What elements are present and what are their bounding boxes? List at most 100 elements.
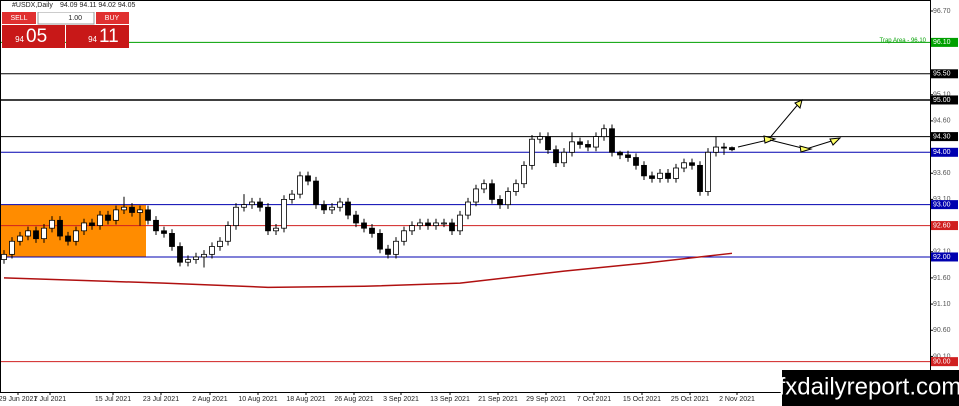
sell-button[interactable] (2, 12, 36, 24)
level-label: 93.00 (933, 201, 951, 208)
candle-body (457, 214, 463, 232)
y-tick-label: 93.10 (933, 196, 951, 203)
candle-body (729, 147, 735, 151)
arrow-head (829, 137, 842, 146)
x-tick-label: 15 Oct 2021 (623, 396, 661, 403)
level-box (931, 221, 958, 231)
x-tick-label: 3 Sep 2021 (383, 396, 419, 403)
candle-body (545, 136, 551, 151)
y-tick-label: 93.60 (933, 170, 951, 177)
level-box (931, 357, 958, 367)
candle-body (441, 222, 447, 225)
candle-body (305, 175, 311, 182)
level-box (931, 147, 958, 157)
candle-body (17, 235, 23, 242)
candle-body (577, 141, 583, 145)
x-tick-label: 29 Jun 2021 (0, 396, 37, 403)
candle-body (321, 204, 327, 211)
candle-body (377, 233, 383, 250)
candle-body (49, 219, 55, 229)
candle-body (265, 206, 271, 232)
level-box (931, 200, 958, 210)
level-label: 95.50 (933, 71, 951, 78)
candle-body (289, 193, 295, 200)
candle-body (657, 172, 663, 179)
arrow-head (763, 135, 777, 144)
buy-small: 11 (99, 26, 119, 47)
candle-body (585, 144, 591, 148)
level-label: 90.00 (933, 358, 951, 365)
y-tick-label: 92.10 (933, 249, 951, 256)
candle-body (713, 146, 719, 153)
level-box (931, 132, 958, 142)
candle-body (25, 230, 31, 237)
buy-price-box[interactable] (66, 25, 129, 48)
candle-body (73, 230, 79, 242)
x-tick-label: 15 Jul 2021 (95, 396, 131, 403)
plot-layer: 96.70 96.10 95.10 94.60 93.60 93.10 92.10 91.60… (0, 8, 958, 403)
buy-button[interactable] (96, 12, 129, 24)
candle-body (345, 201, 351, 216)
x-tick-label: 23 Jul 2021 (143, 396, 179, 403)
candle-body (353, 214, 359, 224)
candle-body (97, 214, 103, 226)
candle-body (177, 246, 183, 263)
lot-label: 1.00 (68, 15, 82, 22)
candle-body (721, 146, 727, 149)
level-label: 96.10 (933, 39, 951, 46)
candle-body (625, 154, 631, 158)
candle-body (313, 180, 319, 206)
candle-body (113, 209, 119, 221)
candle-body (473, 188, 479, 203)
x-tick-label: 21 Sep 2021 (478, 396, 518, 403)
arrow-head (799, 145, 813, 153)
candle-body (33, 230, 39, 240)
level-box (931, 95, 958, 105)
candle-body (481, 183, 487, 190)
sell-label: SELL (10, 15, 27, 22)
candle-body (57, 219, 63, 237)
candle-body (201, 253, 207, 258)
candle-body (465, 201, 471, 216)
candle-body (41, 227, 47, 240)
candle-body (697, 164, 703, 192)
candle-body (417, 222, 423, 226)
trade-panel-svg: SELL 1.00 BUY 94 05 94 11 (2, 11, 129, 48)
x-tick-label: 26 Aug 2021 (334, 396, 373, 403)
sell-big: 94 (15, 35, 24, 44)
candle-body (137, 209, 143, 213)
candle-body (401, 230, 407, 242)
y-tick-label: 96.70 (933, 8, 951, 15)
candle-body (433, 222, 439, 226)
candle-body (169, 233, 175, 247)
sell-price-box[interactable] (2, 25, 65, 48)
candle-body (105, 214, 111, 221)
lot-input[interactable] (37, 11, 95, 25)
candle-body (241, 204, 247, 208)
candle-body (225, 225, 231, 242)
y-tick-label: 94.60 (933, 118, 951, 125)
chart-title: #USDX,Daily (12, 2, 53, 9)
candle-body (81, 222, 87, 232)
candle-body (513, 183, 519, 192)
candle-body (129, 206, 135, 213)
candle-body (641, 164, 647, 177)
x-tick-label: 10 Aug 2021 (238, 396, 277, 403)
candle-body (561, 151, 567, 164)
candle-body (689, 162, 695, 166)
candle-body (161, 230, 167, 234)
candle-body (273, 227, 279, 232)
watermark-box (782, 370, 959, 406)
candle-body (393, 240, 399, 255)
candle-body (705, 151, 711, 192)
candle-body (153, 219, 159, 232)
x-tick-label: 2 Aug 2021 (192, 396, 228, 403)
candle-body (569, 141, 575, 153)
y-tick-label: 91.10 (933, 301, 951, 308)
candle-body (369, 227, 375, 234)
candle-body (601, 128, 607, 137)
watermark: fxdailyreport.com (779, 373, 959, 400)
candle-body (537, 136, 543, 140)
candle-body (529, 138, 535, 166)
